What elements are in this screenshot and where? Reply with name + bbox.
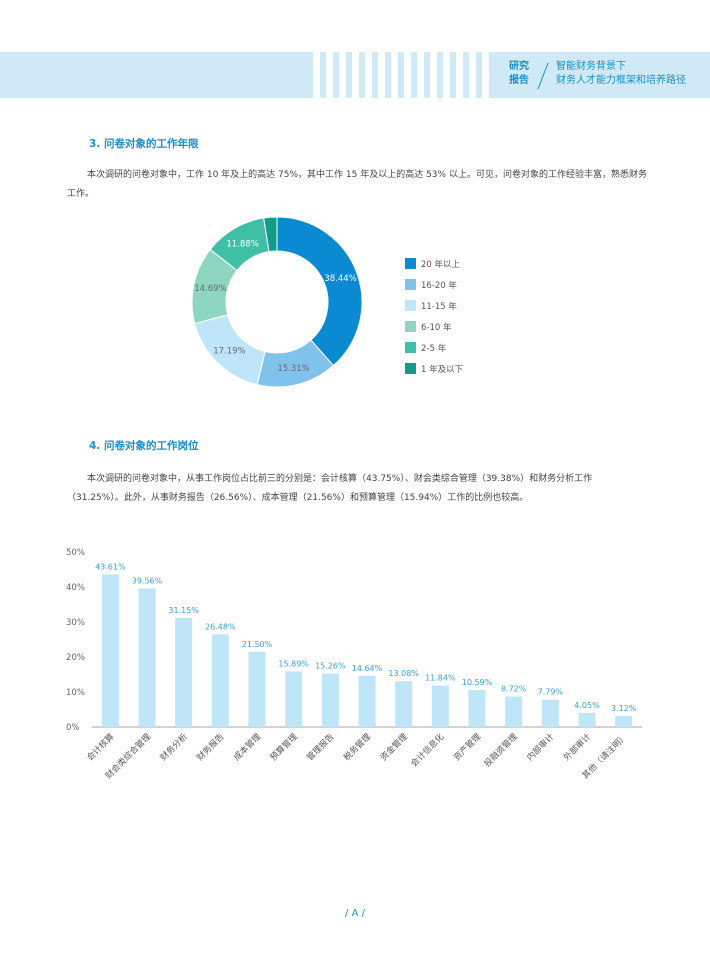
x-tick-label: 内部审计 <box>525 731 557 763</box>
header-stripe <box>469 52 476 98</box>
y-tick-label: 0% <box>66 723 80 733</box>
header-stripe <box>430 52 437 98</box>
bar <box>578 712 596 727</box>
legend-swatch <box>405 342 416 353</box>
bar-value-label: 15.89% <box>278 659 309 668</box>
x-tick-label: 会计信息化 <box>409 731 447 769</box>
y-tick-label: 20% <box>66 653 85 663</box>
bar-value-label: 11.84% <box>425 674 456 683</box>
header-stripe <box>378 52 385 98</box>
bar-value-label: 14.64% <box>352 664 383 673</box>
legend-label: 20 年以上 <box>421 259 461 270</box>
legend-label: 2-5 年 <box>421 343 447 354</box>
x-tick-label: 财务报告 <box>195 731 227 763</box>
header-stripe <box>326 52 333 98</box>
header-tag-line1: 研究 <box>509 61 529 72</box>
header-stripe <box>365 52 372 98</box>
donut-slice-label: 2.50% <box>246 210 273 211</box>
header-tag: 研究 报告 <box>509 60 529 88</box>
bar <box>248 651 266 727</box>
header-stripe <box>352 52 359 98</box>
header-divider-slash <box>537 62 549 90</box>
header-stripe <box>456 52 463 98</box>
y-tick-label: 30% <box>66 618 85 628</box>
x-tick-label: 预算管理 <box>268 731 300 763</box>
header-stripe <box>404 52 411 98</box>
bar <box>211 634 229 727</box>
legend-swatch <box>405 279 416 290</box>
donut-slice-label: 14.69% <box>194 284 226 294</box>
tenure-donut-chart: 38.44% 15.31% 17.19% 14.69% 11.88% 2.50% 20 年… <box>191 210 464 388</box>
x-tick-label: 资金管理 <box>378 731 410 763</box>
bar <box>505 696 523 727</box>
legend-swatch <box>405 258 416 269</box>
legend-label: 16-20 年 <box>421 280 457 291</box>
header-title-box <box>497 52 710 98</box>
position-bar-chart: 0% 10% 20% 30% 40% 50% 43.61% 39.56% 31.15% 26.4… <box>66 548 642 781</box>
section4-paragraph: 本次调研的问卷对象中，从事工作岗位占比前三的分别是：会计核算（43.75%）、财… <box>67 474 593 503</box>
donut-slice <box>276 216 363 367</box>
legend-label: 1 年及以下 <box>421 364 464 375</box>
bar-value-label: 43.61% <box>95 562 126 571</box>
header-title-line1: 智能财务背景下 <box>556 61 626 72</box>
x-tick-label: 成本管理 <box>231 731 263 763</box>
donut-slice-label: 17.19% <box>213 347 245 357</box>
bar <box>468 689 486 727</box>
bar-value-label: 10.59% <box>462 678 493 687</box>
x-tick-label: 管理报告 <box>305 731 337 763</box>
x-tick-label: 资产管理 <box>451 731 483 763</box>
header-tag-line2: 报告 <box>509 75 529 86</box>
legend-swatch <box>405 300 416 311</box>
bar <box>285 671 303 727</box>
x-tick-label: 投融资管理 <box>482 731 520 769</box>
donut-slice-label: 11.88% <box>226 239 258 249</box>
header-stripe <box>443 52 450 98</box>
legend-label: 11-15 年 <box>421 301 457 312</box>
bar <box>358 675 376 727</box>
bar <box>615 716 633 727</box>
donut-slice-label: 15.31% <box>277 364 309 374</box>
header-stripe <box>482 52 489 98</box>
donut-slice <box>263 216 278 253</box>
bar <box>321 673 339 727</box>
section3-title: 3. 问卷对象的工作年限 <box>89 138 199 150</box>
header-stripe <box>391 52 398 98</box>
bar <box>541 699 559 727</box>
x-tick-label: 税务管理 <box>341 731 373 763</box>
bar-value-label: 7.79% <box>538 688 564 697</box>
bar <box>175 617 193 727</box>
header-stripe <box>417 52 424 98</box>
bar-value-label: 8.72% <box>501 684 527 693</box>
bar <box>395 681 413 727</box>
bar-value-label: 31.15% <box>168 606 199 615</box>
y-tick-label: 50% <box>66 548 85 558</box>
header-stripe <box>313 52 320 98</box>
bar <box>101 574 119 727</box>
bar-value-label: 15.26% <box>315 662 346 671</box>
x-tick-label: 财务分析 <box>158 731 190 763</box>
x-tick-label: 会计核算 <box>85 731 117 763</box>
legend-swatch <box>405 321 416 332</box>
bar-value-label: 3.12% <box>611 704 637 713</box>
legend-swatch <box>405 363 416 374</box>
header-stripe <box>339 52 346 98</box>
header-title: 智能财务背景下 财务人才能力框架和培养路径 <box>556 60 686 88</box>
donut-slice-label: 38.44% <box>324 274 356 284</box>
legend-label: 6-10 年 <box>421 322 452 333</box>
bar-value-label: 39.56% <box>132 577 163 586</box>
bar <box>431 685 449 727</box>
y-tick-label: 10% <box>66 688 85 698</box>
section3-paragraph: 本次调研的问卷对象中，工作 10 年及上的高达 75%，其中工作 15 年及以上… <box>67 170 647 199</box>
section4-title: 4. 问卷对象的工作岗位 <box>89 440 199 452</box>
x-tick-label: 外部审计 <box>561 731 593 763</box>
bar-value-label: 4.05% <box>574 701 600 710</box>
bar-value-label: 21.50% <box>242 640 273 649</box>
header-title-line2: 财务人才能力框架和培养路径 <box>556 75 686 86</box>
bar-value-label: 26.48% <box>205 622 236 631</box>
bar <box>138 588 156 727</box>
y-tick-label: 40% <box>66 583 85 593</box>
page-number: / A / <box>345 908 365 919</box>
bar-value-label: 13.08% <box>388 669 419 678</box>
